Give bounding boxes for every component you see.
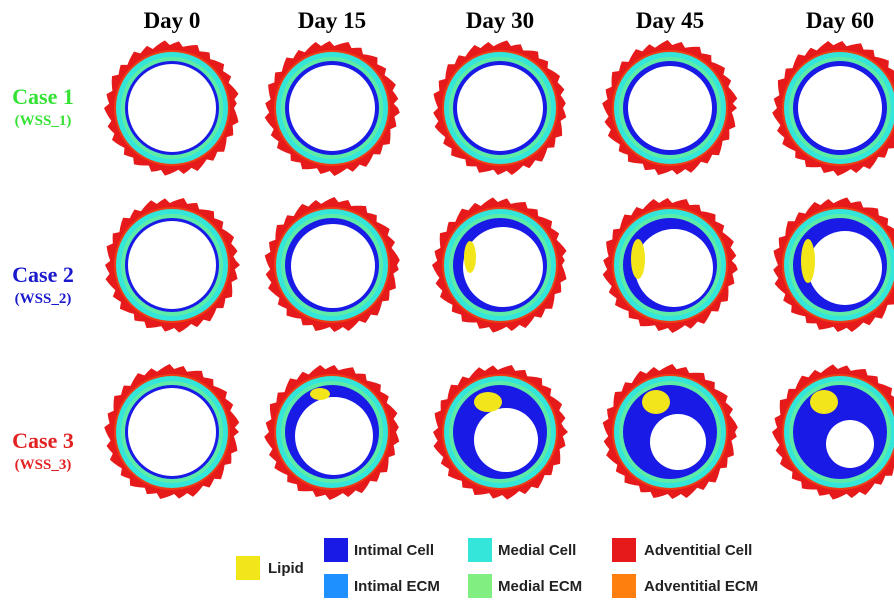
lumen	[826, 420, 874, 468]
legend-swatch-adventitial-cell	[612, 538, 636, 562]
lipid-core	[631, 239, 645, 279]
lipid-core	[642, 390, 670, 414]
case-1-subtitle: (WSS_1)	[14, 113, 72, 129]
vessel-cross-section-grid	[104, 40, 894, 500]
column-header-day-15: Day 15	[297, 8, 367, 33]
lumen	[457, 65, 543, 151]
lumen	[474, 408, 538, 472]
legend-label-adventitial-ecm: Adventitial ECM	[644, 578, 759, 595]
row-label-case-2: Case 2 (WSS_2)	[4, 262, 82, 308]
lumen	[635, 229, 713, 307]
vessel-case-1-day-15	[264, 41, 400, 176]
column-header-day-0: Day 0	[143, 8, 201, 33]
vessel-case-3-day-60	[772, 364, 894, 500]
legend-label-lipid: Lipid	[268, 560, 304, 577]
case-3-title: Case 3	[12, 428, 74, 453]
case-2-subtitle: (WSS_2)	[14, 291, 72, 307]
row-label-case-3: Case 3 (WSS_3)	[4, 428, 82, 474]
lumen	[628, 66, 712, 150]
lumen	[808, 231, 882, 305]
legend-swatch-medial-cell	[468, 538, 492, 562]
vessel-case-2-day-0	[105, 198, 240, 333]
legend-label-intimal-ecm: Intimal ECM	[354, 578, 440, 595]
lipid-core	[810, 390, 838, 414]
lumen	[128, 221, 216, 309]
case-2-title: Case 2	[12, 262, 74, 287]
lumen	[650, 414, 706, 470]
case-1-title: Case 1	[12, 84, 74, 109]
vessel-case-3-day-0	[104, 364, 240, 499]
lipid-core	[464, 241, 476, 273]
column-header-day-30: Day 30	[465, 8, 535, 33]
vessel-case-1-day-45	[602, 40, 738, 175]
legend-swatch-medial-ecm	[468, 574, 492, 598]
lumen	[128, 64, 216, 152]
case-3-subtitle: (WSS_3)	[14, 457, 72, 473]
row-label-case-1: Case 1 (WSS_1)	[4, 84, 82, 130]
lumen	[798, 66, 882, 150]
column-header-day-60: Day 60	[805, 8, 875, 33]
lipid-core	[474, 392, 502, 412]
legend-label-medial-ecm: Medial ECM	[498, 578, 583, 595]
lipid-core	[801, 239, 815, 283]
legend-label-intimal-cell: Intimal Cell	[354, 542, 435, 559]
vessel-case-2-day-60	[773, 197, 894, 332]
legend-label-adventitial-cell: Adventitial Cell	[644, 542, 753, 559]
legend-swatch-adventitial-ecm	[612, 574, 636, 598]
vessel-case-1-day-60	[772, 41, 894, 176]
lumen	[289, 65, 375, 151]
vessel-case-2-day-15	[264, 197, 400, 332]
vessel-case-3-day-30	[433, 365, 568, 500]
vessel-case-2-day-45	[602, 198, 738, 333]
vessel-case-1-day-30	[433, 40, 567, 176]
vessel-case-2-day-30	[432, 197, 567, 333]
legend-swatch-intimal-ecm	[324, 574, 348, 598]
legend-swatch-intimal-cell	[324, 538, 348, 562]
lumen	[295, 397, 373, 475]
lumen	[463, 227, 543, 307]
legend-label-medial-cell: Medial Cell	[498, 542, 577, 559]
lumen	[128, 388, 216, 476]
vessel-case-3-day-15	[264, 365, 400, 500]
column-header-day-45: Day 45	[635, 8, 705, 33]
vessel-case-3-day-45	[602, 364, 738, 499]
vessel-case-1-day-0	[104, 40, 239, 176]
lumen	[291, 224, 375, 308]
legend-swatch-lipid	[236, 556, 260, 580]
lipid-core	[310, 388, 330, 400]
